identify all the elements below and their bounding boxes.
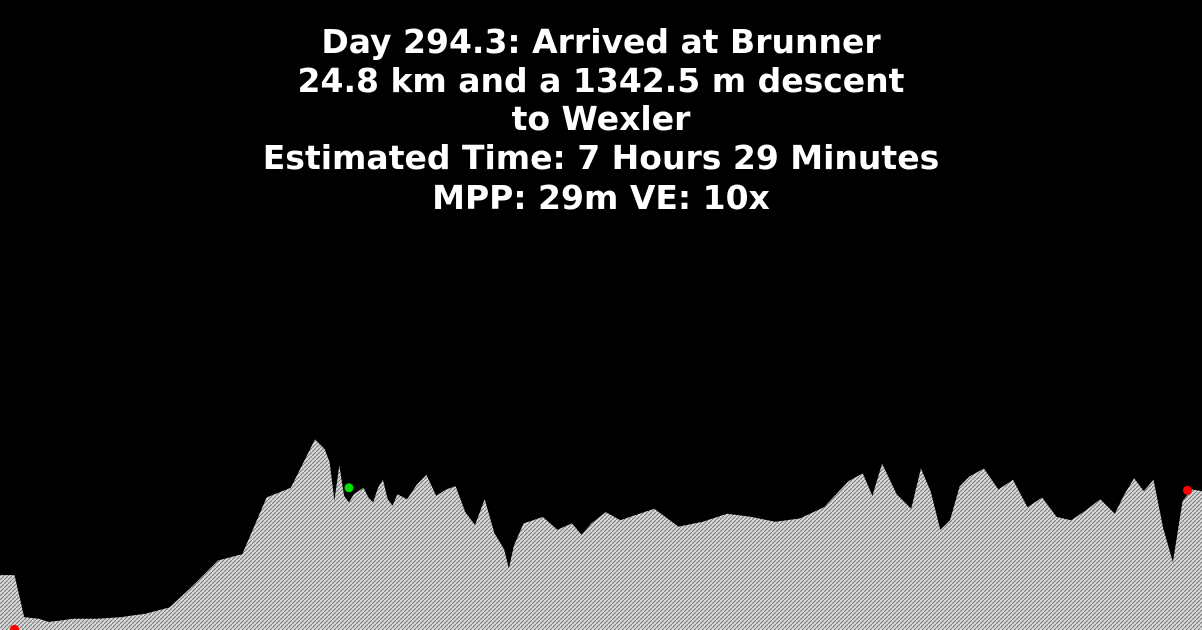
title-estimated-time: Estimated Time: 7 Hours 29 Minutes (262, 138, 940, 177)
elevation-area (0, 439, 1202, 630)
title-day-status: Day 294.3: Arrived at Brunner (321, 22, 881, 61)
current-position-marker (344, 483, 354, 493)
title-distance-descent: 24.8 km and a 1342.5 m descent to Wexler (297, 61, 905, 138)
title-mpp-ve: MPP: 29m VE: 10x (432, 178, 770, 217)
title-block: Day 294.3: Arrived at Brunner 24.8 km an… (0, 22, 1202, 218)
start-point-marker (10, 624, 19, 630)
end-point-marker (1183, 485, 1192, 495)
